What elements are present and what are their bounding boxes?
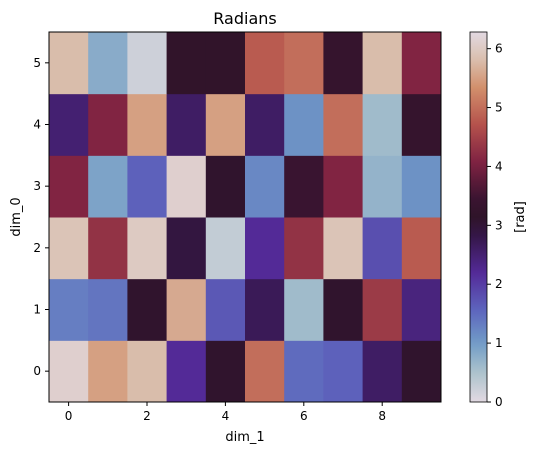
heatmap-cell (284, 340, 324, 403)
x-axis-ticks: 0 2 4 6 8 (65, 402, 386, 423)
heatmap-cell (245, 340, 285, 403)
heatmap-cell (284, 32, 324, 95)
heatmap-cell (362, 93, 403, 156)
heatmap-cell (88, 155, 128, 218)
heatmap-cell (166, 32, 207, 95)
heatmap-cell (401, 32, 442, 95)
y-axis-label: dim_0 (9, 197, 24, 236)
heatmap-cell (362, 340, 403, 403)
heatmap-cell (205, 340, 246, 403)
heatmap-cell (205, 93, 246, 156)
heatmap-cell (284, 93, 324, 156)
colorbar (469, 31, 488, 403)
heatmap-cell (284, 278, 324, 341)
heatmap-cell (166, 278, 207, 341)
y-tick-label: 0 (33, 364, 41, 378)
colorbar-tick-label: 0 (495, 395, 503, 409)
heatmap-cell (49, 278, 89, 341)
heatmap-cell (127, 93, 168, 156)
heatmap-cell (88, 93, 128, 156)
heatmap-cell (127, 32, 168, 95)
heatmap-cells (49, 32, 442, 403)
y-tick-label: 5 (33, 56, 41, 70)
heatmap-cell (323, 340, 364, 403)
heatmap-cell (49, 217, 89, 280)
colorbar-tick-label: 3 (495, 218, 503, 232)
chart-title: Radians (213, 9, 276, 28)
colorbar-label: [rad] (513, 201, 528, 233)
x-tick-label: 6 (300, 409, 308, 423)
heatmap-cell (205, 155, 246, 218)
heatmap-cell (362, 155, 403, 218)
heatmap-cell (88, 340, 128, 403)
colorbar-tick-label: 1 (495, 336, 503, 350)
heatmap-cell (245, 93, 285, 156)
colorbar-tick-label: 5 (495, 101, 503, 115)
heatmap-cell (401, 217, 442, 280)
colorbar-tick-label: 2 (495, 277, 503, 291)
heatmap-cell (127, 278, 168, 341)
heatmap-cell (362, 32, 403, 95)
colorbar-ticks: 0 1 2 3 4 5 6 (487, 42, 503, 409)
heatmap-cell (88, 217, 128, 280)
heatmap-cell (284, 217, 324, 280)
heatmap-cell (323, 32, 364, 95)
x-tick-label: 0 (65, 409, 73, 423)
colorbar-tick-label: 6 (495, 42, 503, 56)
heatmap-cell (323, 217, 364, 280)
y-tick-label: 4 (33, 118, 41, 132)
heatmap-cell (88, 32, 128, 95)
heatmap-cell (205, 278, 246, 341)
heatmap-cell (127, 340, 168, 403)
heatmap-cell (401, 93, 442, 156)
heatmap-cell (401, 155, 442, 218)
heatmap-cell (205, 217, 246, 280)
heatmap-cell (245, 217, 285, 280)
heatmap-cell (166, 155, 207, 218)
x-tick-label: 2 (143, 409, 151, 423)
heatmap-cell (166, 93, 207, 156)
y-tick-label: 3 (33, 179, 41, 193)
x-axis-label: dim_1 (225, 430, 264, 445)
y-axis-ticks: 0 1 2 3 4 5 (33, 56, 49, 378)
heatmap-cell (49, 93, 89, 156)
plot-frame (48, 31, 442, 403)
heatmap-cell (401, 340, 442, 403)
x-tick-label: 8 (378, 409, 386, 423)
heatmap-cell (401, 278, 442, 341)
y-tick-label: 1 (33, 303, 41, 317)
heatmap-cell (166, 340, 207, 403)
heatmap-cell (323, 278, 364, 341)
heatmap-cell (127, 217, 168, 280)
heatmap-cell (88, 278, 128, 341)
heatmap-cell (49, 340, 89, 403)
heatmap-cell (323, 93, 364, 156)
heatmap-cell (362, 278, 403, 341)
heatmap-cell (284, 155, 324, 218)
heatmap-cell (205, 32, 246, 95)
heatmap-cell (362, 217, 403, 280)
heatmap-cell (245, 32, 285, 95)
heatmap-cell (166, 217, 207, 280)
heatmap-cell (127, 155, 168, 218)
heatmap-cell (245, 278, 285, 341)
heatmap-cell (49, 32, 89, 95)
y-tick-label: 2 (33, 241, 41, 255)
x-tick-label: 4 (222, 409, 230, 423)
heatmap-cell (323, 155, 364, 218)
colorbar-tick-label: 4 (495, 159, 503, 173)
heatmap-cell (49, 155, 89, 218)
heatmap-cell (245, 155, 285, 218)
